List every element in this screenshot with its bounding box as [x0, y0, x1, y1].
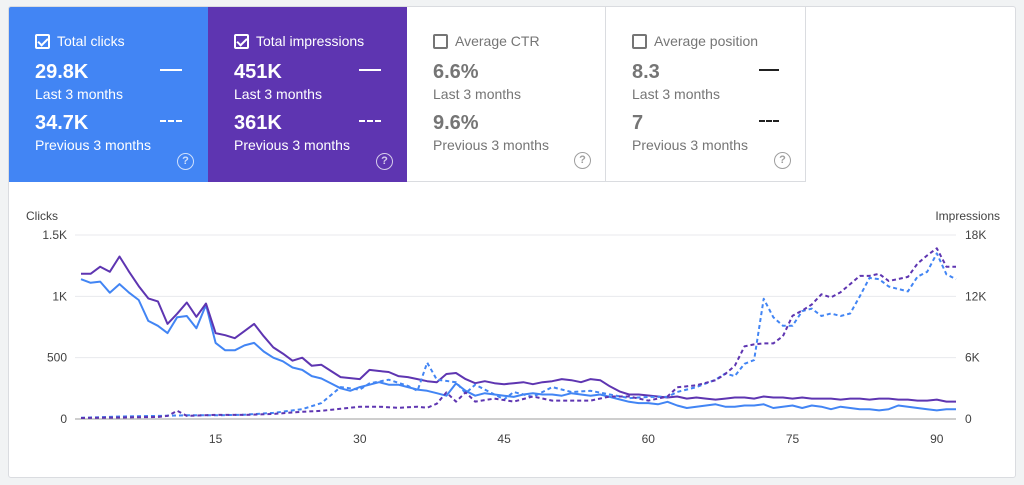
current-period-row: 451K Last 3 months [234, 59, 381, 110]
checkbox-unchecked-icon[interactable] [632, 33, 647, 49]
metric-tile-header: Total clicks [35, 31, 182, 51]
previous-period-row: 361K Previous 3 months [234, 110, 381, 161]
left-y-tick-label: 500 [47, 351, 67, 365]
left-y-tick-label: 0 [60, 412, 67, 426]
previous-value: 34.7K [35, 112, 89, 134]
metric-tile-average-position[interactable]: Average position 8.3 Last 3 months 7 Pre… [606, 7, 806, 182]
current-period-row: 29.8K Last 3 months [35, 59, 182, 110]
help-icon[interactable]: ? [574, 152, 591, 169]
checkbox-checked-icon[interactable] [35, 33, 50, 49]
previous-period-label: Previous 3 months [234, 137, 350, 153]
solid-line-legend-icon [160, 69, 182, 71]
performance-chart[interactable]: Clicks Impressions 0 0 500 6K 1K 12K 1.5K 18K 15… [9, 182, 1016, 478]
metric-tile-header: Average position [632, 31, 779, 51]
current-period-label: Last 3 months [433, 86, 521, 102]
x-tick-label: 15 [209, 432, 223, 446]
right-axis-title: Impressions [935, 209, 1000, 223]
help-icon[interactable]: ? [177, 153, 194, 170]
previous-value: 361K [234, 112, 282, 134]
metric-tile-header: Average CTR [433, 31, 579, 51]
series-line-clicks-previous [80, 252, 957, 419]
help-icon[interactable]: ? [376, 153, 393, 170]
right-y-tick-label: 18K [965, 228, 986, 242]
previous-period-label: Previous 3 months [35, 137, 151, 153]
current-period-row: 6.6% Last 3 months [433, 59, 579, 110]
previous-period-row: 9.6% Previous 3 months [433, 110, 579, 161]
current-value: 29.8K [35, 61, 89, 83]
dashed-line-legend-icon [759, 120, 779, 122]
axis-ticks: 0 0 500 6K 1K 12K 1.5K 18K 15 30 45 60 75 90 [42, 228, 986, 446]
metric-label: Total clicks [57, 33, 125, 49]
x-tick-label: 60 [642, 432, 656, 446]
right-y-tick-label: 0 [965, 412, 972, 426]
performance-card: Total clicks 29.8K Last 3 months 34.7K P… [8, 6, 1016, 478]
checkbox-checked-icon[interactable] [234, 33, 249, 49]
metric-label: Average position [654, 33, 759, 49]
x-tick-label: 90 [930, 432, 944, 446]
series-line-impressions-current [81, 255, 956, 403]
previous-period-label: Previous 3 months [433, 137, 549, 153]
metric-label: Average CTR [455, 33, 540, 49]
metric-tile-total-clicks[interactable]: Total clicks 29.8K Last 3 months 34.7K P… [9, 7, 208, 182]
current-value: 8.3 [632, 61, 660, 83]
previous-period-row: 34.7K Previous 3 months [35, 110, 182, 161]
current-period-label: Last 3 months [632, 86, 720, 102]
current-value: 6.6% [433, 61, 479, 83]
metric-label: Total impressions [256, 33, 365, 49]
solid-line-legend-icon [359, 69, 381, 71]
series-line-clicks-current [80, 278, 956, 412]
previous-period-row: 7 Previous 3 months [632, 110, 779, 161]
current-period-label: Last 3 months [35, 86, 123, 102]
right-y-tick-label: 12K [965, 289, 986, 303]
metric-tile-total-impressions[interactable]: Total impressions 451K Last 3 months 361… [208, 7, 407, 182]
gridlines [75, 234, 956, 420]
previous-value: 7 [632, 112, 644, 134]
x-tick-label: 30 [353, 432, 367, 446]
dashed-line-legend-icon [359, 120, 381, 122]
series-line-impressions-previous [80, 247, 956, 419]
metric-tiles: Total clicks 29.8K Last 3 months 34.7K P… [9, 7, 806, 182]
help-icon[interactable]: ? [774, 152, 791, 169]
metric-tile-average-ctr[interactable]: Average CTR 6.6% Last 3 months 9.6% Prev… [407, 7, 606, 182]
series-lines [80, 247, 957, 419]
current-period-label: Last 3 months [234, 86, 322, 102]
x-tick-label: 45 [497, 432, 511, 446]
checkbox-unchecked-icon[interactable] [433, 33, 448, 49]
left-y-tick-label: 1K [52, 289, 67, 303]
current-value: 451K [234, 61, 282, 83]
solid-line-legend-icon [759, 69, 779, 71]
left-axis-title: Clicks [26, 209, 58, 223]
left-y-tick-label: 1.5K [42, 228, 67, 242]
current-period-row: 8.3 Last 3 months [632, 59, 779, 110]
previous-value: 9.6% [433, 112, 479, 134]
x-tick-label: 75 [786, 432, 800, 446]
dashed-line-legend-icon [160, 120, 182, 122]
metric-tile-header: Total impressions [234, 31, 381, 51]
performance-chart-svg[interactable]: Clicks Impressions 0 0 500 6K 1K 12K 1.5K 18K 15… [9, 182, 1016, 478]
right-y-tick-label: 6K [965, 351, 980, 365]
previous-period-label: Previous 3 months [632, 137, 748, 153]
